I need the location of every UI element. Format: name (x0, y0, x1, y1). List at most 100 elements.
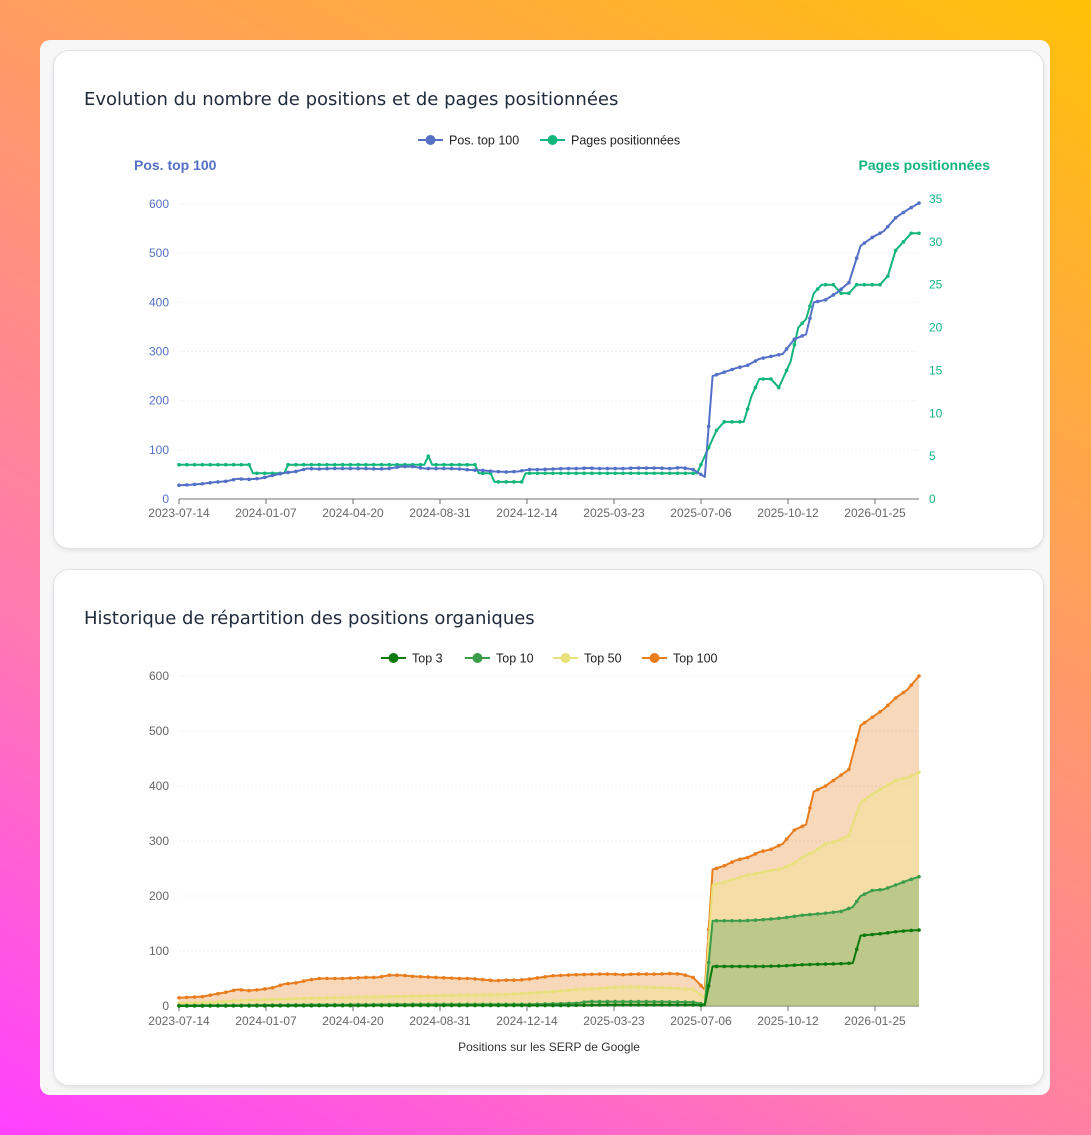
top-10-point (675, 1000, 680, 1004)
y-tick-label: 100 (149, 944, 169, 958)
pos-top100-point (574, 466, 579, 471)
top-50-point (317, 996, 322, 1000)
top-10-point (792, 914, 797, 919)
top-50-point (535, 990, 540, 995)
top-100-point (410, 974, 415, 979)
top-50-point (628, 984, 633, 989)
top-3-point (184, 1004, 189, 1008)
pages-positionnees-point (714, 428, 719, 433)
pos-top100-point (667, 466, 672, 471)
top-50-point (434, 993, 438, 998)
pages-positionnees-point (667, 471, 672, 476)
pos-top100-point (745, 363, 750, 368)
top-3-point (177, 1004, 181, 1008)
pos-top100-point (706, 424, 711, 429)
top-3-point (683, 1003, 688, 1007)
top-100-point (613, 972, 618, 977)
pos-top100-point (699, 472, 703, 477)
top-3-point (356, 1003, 360, 1008)
top-100-point (442, 975, 446, 980)
top-100-point (418, 974, 423, 979)
top-3-point (519, 1003, 524, 1008)
top-3-point (457, 1003, 462, 1008)
y-tick-label: 400 (149, 779, 169, 793)
top-100-area (179, 676, 919, 1006)
top-50-point (371, 995, 376, 999)
pages-positionnees-point (761, 377, 766, 381)
top-10-point (660, 999, 664, 1004)
top-3-point (660, 1003, 664, 1007)
pos-top100-point (496, 469, 501, 474)
pages-positionnees-point (566, 471, 571, 476)
top-3-point (745, 964, 750, 969)
top-50-point (753, 871, 758, 876)
pos-top100-point (255, 476, 259, 481)
pos-top100-point (901, 210, 906, 215)
top-3-point (566, 1003, 571, 1008)
pages-positionnees-point (519, 480, 524, 484)
top-100-point (543, 975, 547, 979)
top-3-point (784, 963, 789, 968)
top-3-point (808, 962, 812, 967)
pos-top100-point (473, 468, 477, 472)
top-50-point (893, 778, 898, 783)
pages-positionnees-point (255, 471, 259, 476)
top-10-point (738, 918, 742, 923)
top-50-point (652, 985, 656, 990)
top-3-point (410, 1003, 415, 1008)
top-100-point (504, 978, 508, 982)
left-axis-title: Pos. top 100 (134, 157, 217, 173)
left-tick-label: 500 (149, 246, 169, 260)
pages-positionnees-point (294, 462, 298, 467)
top-3-point (854, 947, 859, 952)
top-3-point (379, 1003, 384, 1008)
top-3-point (551, 1003, 555, 1008)
top-50-point (395, 994, 399, 999)
top-50-point (418, 994, 423, 998)
left-tick-label: 600 (149, 197, 169, 211)
top-50-point (699, 993, 703, 997)
pos-top100-point (878, 231, 882, 235)
organic-positions-history-chart[interactable]: 0 100 200 300 400 500 600 2023-07-14 2024-01-07 2… (54, 570, 1045, 1087)
top-3-point (418, 1003, 423, 1008)
pages-positionnees-point (792, 342, 797, 347)
pages-positionnees-point (745, 407, 750, 411)
top-50-area (179, 772, 919, 1006)
top-10-point (706, 960, 711, 965)
pos-top100-point (231, 477, 236, 482)
positions-evolution-chart[interactable]: Pos. top 100 Pages positionnées0100200300… (54, 51, 1045, 550)
pos-top100-point (379, 467, 384, 471)
top-50-point (223, 999, 228, 1004)
top-100-point (776, 843, 781, 848)
top-50-point (551, 989, 555, 994)
pages-positionnees-point (309, 462, 314, 467)
pos-top100-point (753, 359, 758, 363)
pos-top100-point (909, 205, 914, 210)
top-50-point (854, 811, 859, 816)
top-100-point (527, 977, 532, 981)
pages-positionnees-point (706, 445, 711, 450)
top-50-point (636, 985, 641, 989)
top-100-point (223, 990, 228, 995)
pos-top100-point (582, 466, 586, 470)
top-100-point (574, 972, 579, 977)
top-50-point (558, 989, 563, 993)
top-100-point (270, 986, 275, 990)
top-3-point (309, 1003, 314, 1008)
top-50-point (839, 837, 843, 841)
pos-top100-point (364, 466, 368, 471)
top-10-point (878, 887, 882, 892)
top-10-point (597, 999, 602, 1004)
top-series-3-legend-marker (649, 653, 660, 663)
top-100-point (644, 972, 649, 976)
top-3-point (270, 1003, 275, 1008)
right-tick-label: 25 (929, 278, 943, 292)
top-3-point (699, 1003, 703, 1008)
top-50-point (512, 992, 516, 996)
top-50-point (644, 985, 649, 990)
top-100-point (566, 973, 571, 977)
x-tick-label: 2023-07-14 (148, 1014, 210, 1028)
top-10-point (605, 999, 610, 1004)
top-10-point (854, 899, 859, 904)
top-10-point (769, 917, 773, 921)
